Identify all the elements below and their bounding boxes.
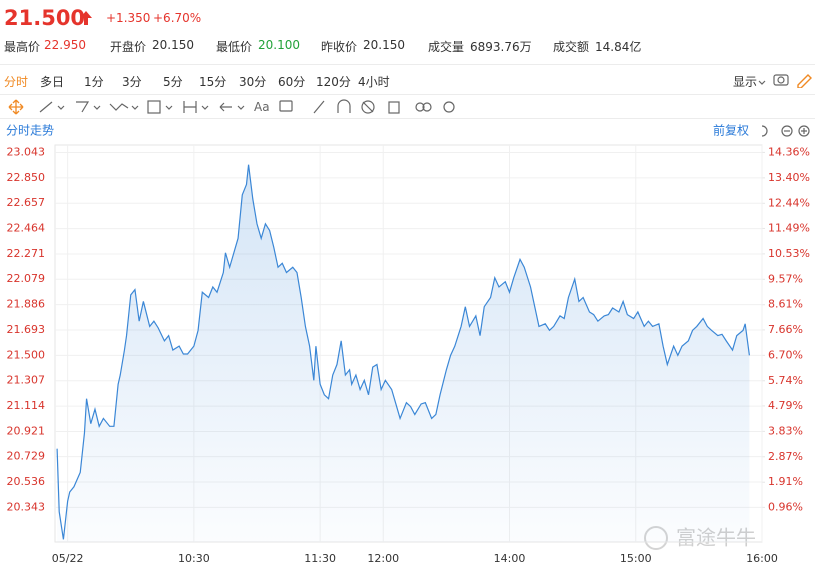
stat-label: 最高价 [4,40,41,54]
x-tick-label: 15:00 [620,552,652,565]
stat-value: 20.150 [152,38,194,52]
tab[interactable]: 1分 [84,75,104,89]
y2-tick-label: 12.44% [768,196,810,209]
y-tick-label: 21.307 [7,374,46,387]
stat-label: 成交额 [553,40,590,54]
last-price: 21.500 [4,6,86,30]
chart-title: 分时走势 [6,124,54,138]
divider [0,118,815,119]
y2-tick-label: 4.79% [768,399,803,412]
change: +1.350 [106,11,151,25]
stat-value: 20.150 [363,38,405,52]
adjust-mode[interactable]: 前复权 [713,123,749,138]
y2-tick-label: 10.53% [768,247,810,260]
x-tick-label: 05/22 [52,552,84,565]
y-tick-label: 22.464 [7,222,46,235]
y2-tick-label: 1.91% [768,475,803,488]
x-tick-label: 10:30 [178,552,210,565]
y-tick-label: 21.693 [7,323,46,336]
tab[interactable]: 多日 [40,75,65,89]
y2-tick-label: 6.70% [768,348,803,361]
y2-tick-label: 5.74% [768,374,803,387]
price-line [56,164,750,540]
stat-value: 14.84亿 [595,40,642,54]
x-tick-label: 12:00 [367,552,399,565]
y-tick-label: 21.500 [7,348,46,361]
y-tick-label: 21.886 [7,298,46,311]
divider [0,64,815,65]
stat-value: 22.950 [44,38,86,52]
tab[interactable]: 120分 [316,75,351,89]
x-tick-label: 11:30 [304,552,336,565]
divider [0,94,815,95]
stat-label: 昨收价 [321,40,358,54]
x-tick-label: 14:00 [494,552,526,565]
stat-value: 6893.76万 [470,40,532,54]
y2-tick-label: 3.83% [768,424,803,437]
tab[interactable]: 60分 [278,75,306,89]
up-arrow [80,11,92,25]
y2-tick-label: 14.36% [768,145,810,158]
y2-tick-label: 9.57% [768,272,803,285]
text-tool[interactable]: Aa [254,100,270,114]
toolbar [8,99,455,115]
tab[interactable]: 分时 [4,75,29,89]
top-icons [758,74,812,88]
y-tick-label: 22.657 [7,196,46,209]
y-tick-label: 21.114 [7,399,46,412]
tab[interactable]: 3分 [122,75,142,89]
y2-tick-label: 11.49% [768,221,810,234]
y-tick-label: 20.536 [7,475,46,488]
y-tick-label: 20.729 [7,450,46,463]
tab[interactable]: 30分 [239,75,267,89]
y-tick-label: 22.850 [7,171,46,184]
tab[interactable]: 15分 [199,75,227,89]
stat-label: 开盘价 [110,40,147,54]
y-tick-label: 20.343 [7,500,46,513]
stat-value: 20.100 [258,38,300,52]
y-tick-label: 22.271 [7,247,46,260]
display-menu[interactable]: 显示 [733,75,758,89]
y-tick-label: 22.079 [7,272,46,285]
tab[interactable]: 5分 [163,75,183,89]
area-fill [57,164,750,542]
x-tick-label: 16:00 [746,552,778,565]
y-tick-label: 20.921 [7,424,46,437]
y2-tick-label: 7.66% [768,323,803,336]
y2-tick-label: 0.96% [768,500,803,513]
y-tick-label: 23.043 [7,145,46,158]
change-pct: +6.70% [153,11,202,25]
y2-tick-label: 8.61% [768,298,803,311]
stat-label: 最低价 [216,40,253,54]
y2-tick-label: 13.40% [768,171,810,184]
y2-tick-label: 2.87% [768,450,803,463]
stat-label: 成交量 [428,40,465,54]
tab[interactable]: 4小时 [358,75,390,89]
